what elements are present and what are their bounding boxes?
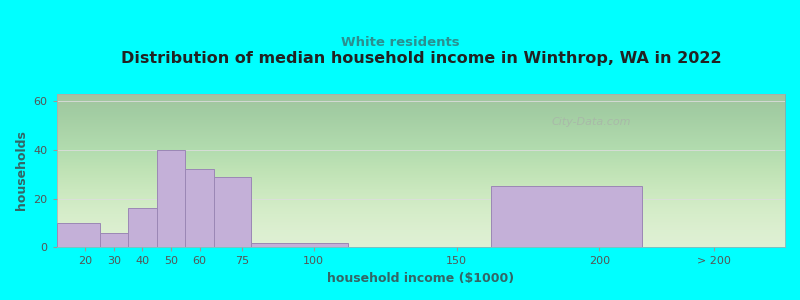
Bar bbox=[491, 186, 642, 248]
Bar bbox=[251, 242, 348, 247]
X-axis label: household income ($1000): household income ($1000) bbox=[327, 272, 514, 285]
Bar bbox=[186, 169, 214, 248]
Bar bbox=[128, 208, 157, 248]
Y-axis label: households: households bbox=[15, 130, 28, 210]
Text: White residents: White residents bbox=[341, 36, 459, 49]
Bar bbox=[214, 177, 251, 248]
Bar bbox=[57, 223, 99, 248]
Bar bbox=[99, 233, 128, 248]
Bar bbox=[157, 150, 186, 247]
Text: City-Data.com: City-Data.com bbox=[552, 117, 631, 127]
Title: Distribution of median household income in Winthrop, WA in 2022: Distribution of median household income … bbox=[121, 51, 721, 66]
